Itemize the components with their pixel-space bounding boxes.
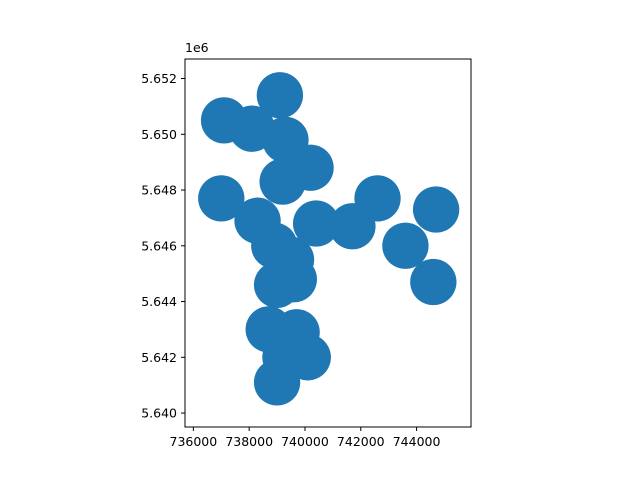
axes-frame [184, 58, 472, 428]
y-tick-label: 5.646 [141, 238, 177, 253]
buffer-polygon [382, 222, 429, 269]
buffer-polygon [354, 175, 401, 222]
y-tick-label: 5.648 [141, 183, 177, 198]
plot-area [198, 72, 460, 406]
y-axis: 5.640 5.642 5.644 5.646 5.648 5.650 5.652 [141, 71, 185, 421]
x-axis: 736000 738000 740000 742000 744000 [170, 427, 441, 449]
y-tick-label: 5.642 [141, 350, 177, 365]
buffer-polygon [245, 306, 292, 353]
buffer-polygon [410, 258, 457, 306]
x-tick-label: 742000 [337, 434, 385, 449]
y-tick-label: 5.652 [141, 71, 177, 86]
buffer-polygon [256, 72, 304, 119]
buffer-polygon [259, 158, 306, 205]
x-tick-label: 740000 [281, 434, 329, 449]
buffer-polygon [292, 200, 340, 247]
y-tick-label: 5.640 [141, 406, 177, 421]
buffer-polygon [270, 256, 317, 303]
buffer-polygon [198, 175, 245, 222]
x-tick-label: 738000 [225, 434, 273, 449]
buffer-polygon [253, 359, 301, 406]
y-tick-label: 5.644 [141, 294, 177, 309]
x-tick-label: 744000 [393, 434, 441, 449]
y-offset-label: 1e6 [185, 40, 209, 55]
y-tick-label: 5.650 [141, 127, 177, 142]
x-tick-label: 736000 [170, 434, 218, 449]
buffer-polygon [412, 186, 460, 233]
buffer-polygon [284, 334, 331, 381]
